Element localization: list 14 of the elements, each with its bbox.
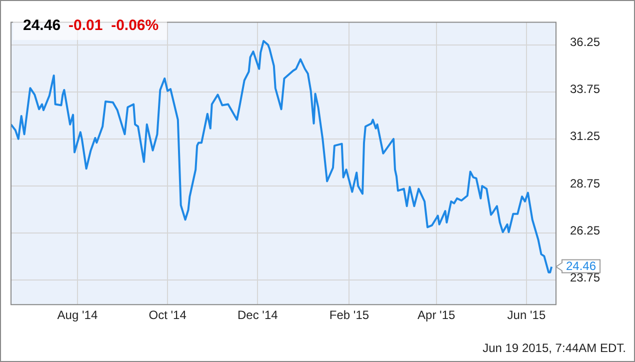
x-tick-label: Aug '14	[57, 308, 98, 322]
chart-subtitle: -0.01 -0.06%	[68, 17, 159, 34]
chart-title: 24.46	[23, 17, 61, 34]
text: Jun 19 2015, 7:44AM EDT.	[482, 341, 626, 355]
y-tick-label: 26.25	[570, 223, 600, 238]
x-tick-label: Jun '15	[507, 308, 546, 322]
x-tick-label: Dec '14	[237, 308, 278, 322]
y-tick-label: 36.25	[570, 35, 600, 50]
y-tick-label: 31.25	[570, 129, 600, 144]
y-tick-label: 33.75	[570, 82, 600, 96]
x-tick-label: Feb '15	[329, 308, 370, 322]
x-tick-label: Apr '15	[418, 308, 456, 322]
x-tick-label: Oct '14	[148, 308, 187, 322]
y-tick-label: 28.75	[570, 176, 600, 190]
